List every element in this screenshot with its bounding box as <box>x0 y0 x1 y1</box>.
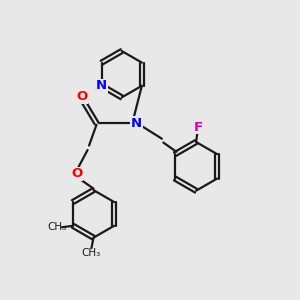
Text: N: N <box>96 79 107 92</box>
Text: O: O <box>76 90 87 103</box>
Text: O: O <box>72 167 83 180</box>
Text: CH₃: CH₃ <box>81 248 100 257</box>
Text: N: N <box>131 117 142 130</box>
Text: CH₃: CH₃ <box>48 222 67 232</box>
Text: F: F <box>194 121 203 134</box>
